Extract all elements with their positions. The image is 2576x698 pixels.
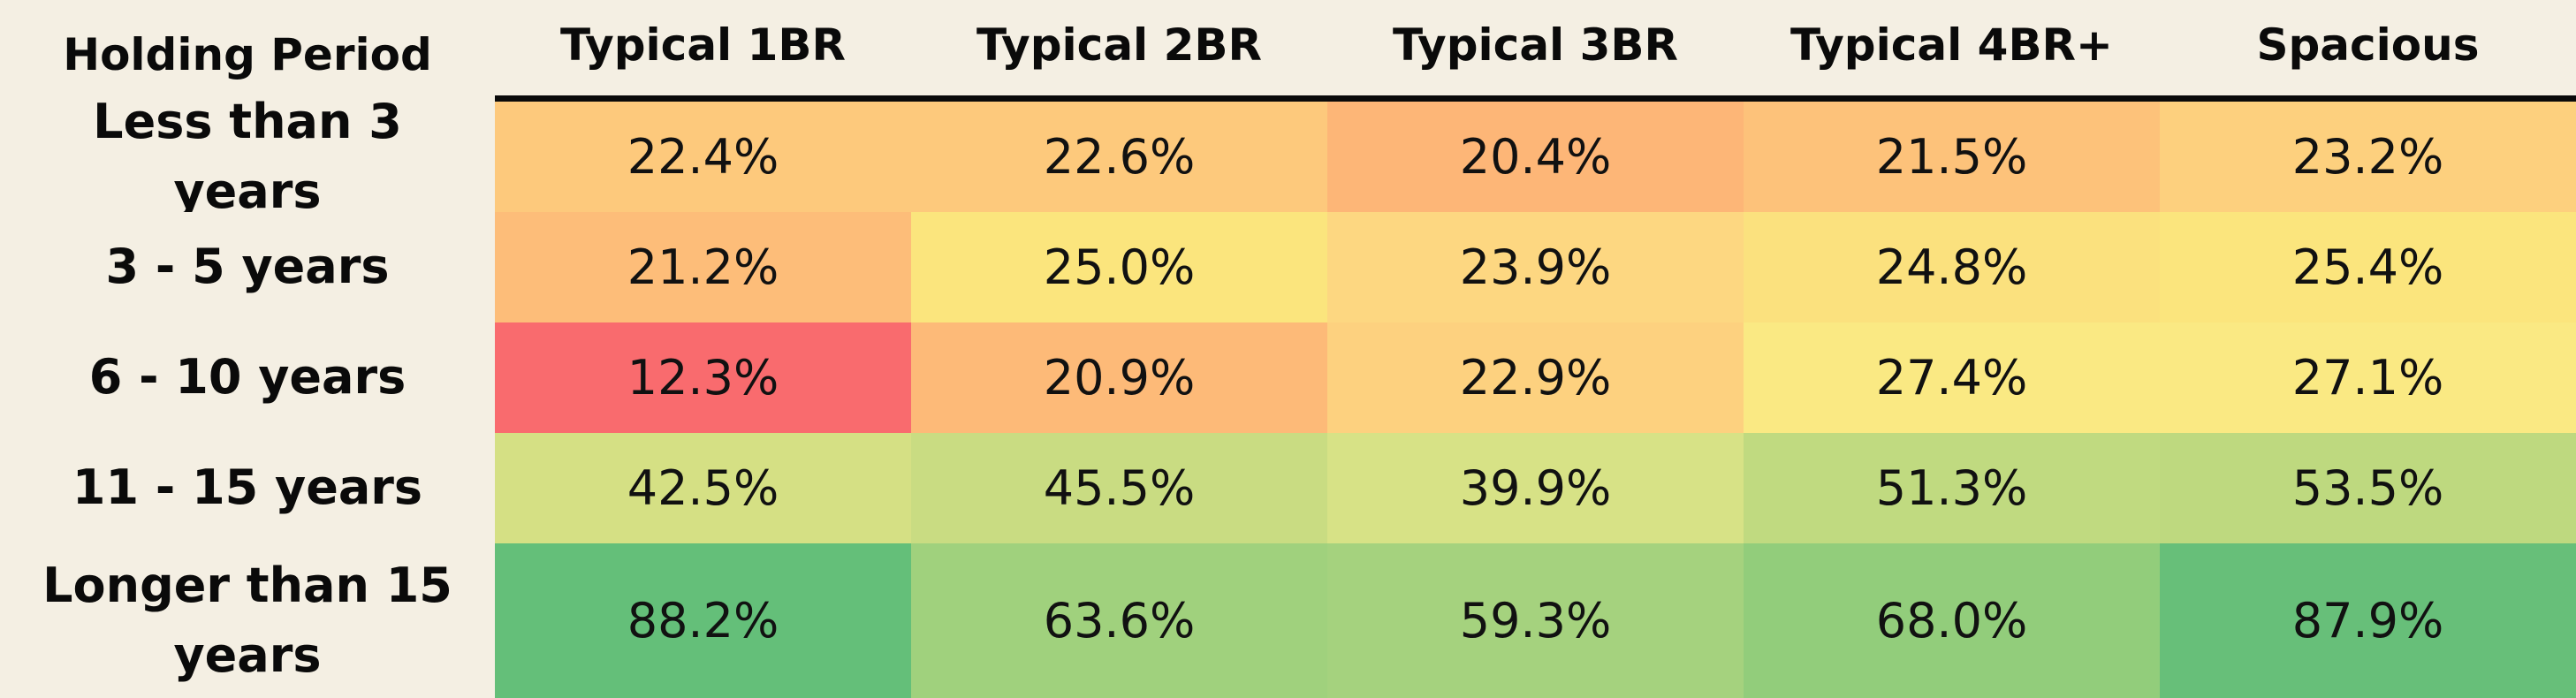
column-header-spacious: Spacious <box>2160 0 2576 95</box>
row-label-less-than-3-years: Less than 3 years <box>0 94 495 219</box>
row-label-longer-than-15-years: Longer than 15 years <box>0 543 495 698</box>
heatmap-cell: 27.1% <box>2160 322 2576 433</box>
heatmap-cell: 53.5% <box>2160 433 2576 543</box>
row-header-title: Holding Period <box>0 0 495 95</box>
heatmap-cell: 68.0% <box>1744 543 2160 698</box>
row-label-3-5-years: 3 - 5 years <box>0 212 495 322</box>
heatmap-cell: 45.5% <box>911 433 1327 543</box>
heatmap-cell: 51.3% <box>1744 433 2160 543</box>
heatmap-cell: 25.0% <box>911 212 1327 322</box>
heatmap-cell: 42.5% <box>495 433 911 543</box>
heatmap-cell: 20.9% <box>911 322 1327 433</box>
heatmap-cell: 21.5% <box>1744 102 2160 212</box>
column-header-typical-3br: Typical 3BR <box>1327 0 1744 95</box>
heatmap-cell: 24.8% <box>1744 212 2160 322</box>
row-label-11-15-years: 11 - 15 years <box>0 433 495 543</box>
row-label-6-10-years: 6 - 10 years <box>0 322 495 433</box>
heatmap-cell: 12.3% <box>495 322 911 433</box>
heatmap-cell: 59.3% <box>1327 543 1744 698</box>
heatmap-cell: 22.9% <box>1327 322 1744 433</box>
column-header-typical-2br: Typical 2BR <box>911 0 1327 95</box>
header-rule-spacer <box>0 95 495 102</box>
heatmap-cell: 22.6% <box>911 102 1327 212</box>
header-rule <box>495 95 2576 102</box>
heatmap-cell: 63.6% <box>911 543 1327 698</box>
heatmap-cell: 23.2% <box>2160 102 2576 212</box>
heatmap-cell: 21.2% <box>495 212 911 322</box>
column-header-typical-4br-plus: Typical 4BR+ <box>1744 0 2160 95</box>
heatmap-cell: 25.4% <box>2160 212 2576 322</box>
heatmap-cell: 22.4% <box>495 102 911 212</box>
heatmap-cell: 23.9% <box>1327 212 1744 322</box>
heatmap-cell: 39.9% <box>1327 433 1744 543</box>
heatmap-cell: 87.9% <box>2160 543 2576 698</box>
heatmap-cell: 27.4% <box>1744 322 2160 433</box>
heatmap-cell: 88.2% <box>495 543 911 698</box>
column-header-typical-1br: Typical 1BR <box>495 0 911 95</box>
heatmap-cell: 20.4% <box>1327 102 1744 212</box>
